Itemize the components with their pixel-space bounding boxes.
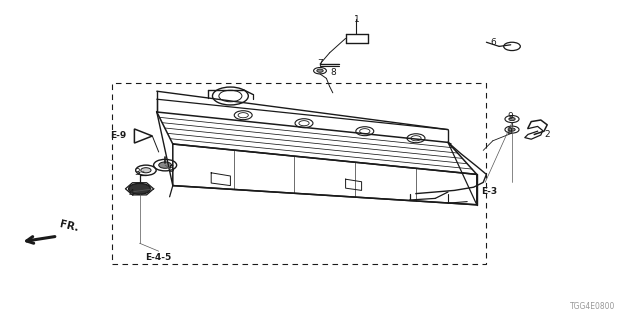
Text: E-3: E-3 bbox=[481, 188, 497, 196]
Text: 9: 9 bbox=[508, 112, 513, 121]
Bar bbox=[112, 83, 486, 264]
Text: 5: 5 bbox=[169, 165, 174, 174]
Text: TGG4E0800: TGG4E0800 bbox=[570, 302, 616, 311]
Circle shape bbox=[509, 128, 515, 131]
Text: 2: 2 bbox=[545, 130, 550, 139]
Circle shape bbox=[317, 69, 323, 72]
Text: 3: 3 bbox=[135, 168, 140, 177]
Text: 9: 9 bbox=[506, 127, 511, 136]
Text: 1: 1 bbox=[355, 15, 360, 24]
Text: E-9: E-9 bbox=[111, 131, 127, 140]
Circle shape bbox=[509, 117, 515, 121]
Text: E-4-5: E-4-5 bbox=[145, 253, 172, 262]
Circle shape bbox=[159, 162, 172, 168]
Text: 7: 7 bbox=[317, 60, 323, 68]
Text: 4: 4 bbox=[129, 189, 134, 198]
Text: FR.: FR. bbox=[59, 220, 80, 234]
Circle shape bbox=[129, 183, 150, 194]
Text: 8: 8 bbox=[330, 68, 335, 77]
Circle shape bbox=[141, 168, 151, 173]
Text: 6: 6 bbox=[490, 38, 495, 47]
